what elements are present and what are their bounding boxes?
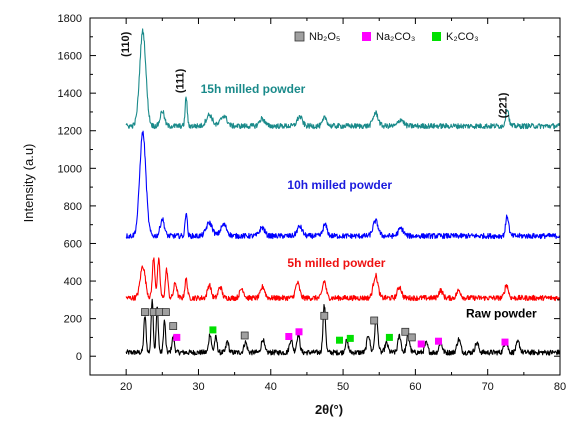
phase-marker-14 [435,337,442,345]
y-tick-label-2: 400 [64,276,82,288]
phase-marker-10 [173,333,181,341]
phase-marker-13 [417,340,425,348]
y-tick-label-9: 1800 [58,13,82,25]
y-axis-title: Intensity (a.u) [21,144,36,223]
x-tick-label-0: 20 [120,381,132,393]
x-tick-label-1: 30 [192,381,204,393]
phase-marker-15 [501,338,509,346]
y-tick-label-5: 1000 [58,163,82,175]
x-tick-label-2: 40 [265,381,277,393]
labels-layer: 15h milled powder 10h milled powder 5h mil… [120,31,537,320]
phase-marker-12 [295,328,303,336]
series-line-1 [125,257,561,302]
legend-swatch-1 [362,32,371,41]
legend-swatch-0 [294,31,305,42]
axes-layer: 20 30 40 50 60 70 8002004006008001000120014001… [58,13,567,393]
series-line-2 [125,130,561,240]
y-tick-label-0: 0 [76,351,82,363]
legend-swatch-2 [432,32,441,41]
phase-marker-18 [346,334,354,342]
phase-marker-2 [155,308,164,317]
phase-markers-layer [141,308,509,348]
series-label-3: Raw powder [466,307,537,321]
phase-marker-9 [407,333,416,342]
series-line-3 [125,28,561,130]
x-tick-label-6: 80 [554,381,566,393]
legend: Nb₂O₅ Na₂CO₃ K₂CO₃ [294,31,479,43]
phase-marker-19 [385,333,393,341]
x-axis-title: 2θ(°) [315,402,343,417]
series-label-0: 15h milled powder [201,82,306,96]
phase-marker-11 [285,333,293,340]
x-tick-label-5: 70 [482,381,494,393]
phase-marker-8 [401,327,410,336]
legend-label-0: Nb₂O₅ [309,31,340,43]
phase-marker-5 [240,331,249,340]
legend-label-2: K₂CO₃ [446,31,479,43]
y-tick-label-3: 600 [64,238,82,250]
y-tick-label-8: 1600 [58,51,82,63]
phase-marker-16 [209,326,217,334]
phase-marker-17 [336,336,343,344]
phase-marker-7 [370,316,379,325]
x-tick-label-3: 50 [337,381,349,393]
series-layer [125,28,561,356]
peak-label-0: (110) [120,31,132,56]
phase-marker-3 [161,308,170,317]
peak-label-2: (221) [497,92,509,118]
phase-marker-0 [141,308,149,317]
plot-frame [89,17,561,376]
phase-marker-4 [169,322,178,331]
series-label-1: 10h milled powder [287,178,392,192]
y-tick-label-6: 1200 [58,126,82,138]
legend-label-1: Na₂CO₃ [376,31,415,43]
x-tick-label-4: 60 [409,381,421,393]
series-line-0 [125,298,561,356]
y-tick-label-4: 800 [64,201,82,213]
y-tick-label-7: 1400 [58,88,82,100]
phase-marker-6 [320,311,329,320]
peak-label-1: (111) [174,68,186,93]
series-label-2: 5h milled powder [287,256,385,270]
y-tick-label-1: 200 [64,314,82,326]
